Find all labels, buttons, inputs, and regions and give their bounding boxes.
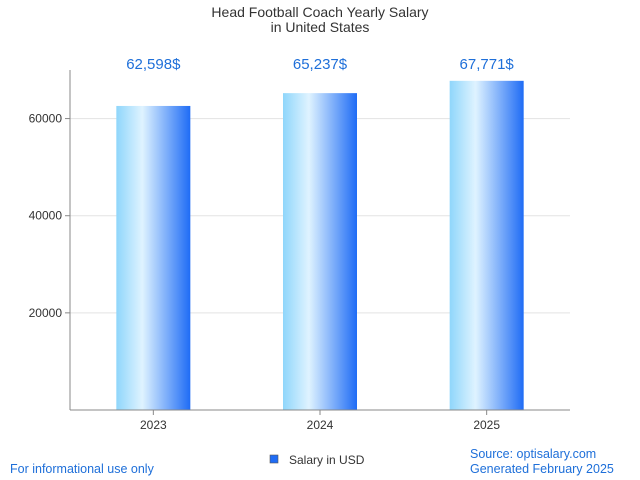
- bar-2024: [283, 93, 357, 410]
- chart-title-line-2: in United States: [271, 19, 370, 35]
- data-label-2024: 65,237$: [293, 56, 348, 73]
- legend: Salary in USD: [269, 453, 365, 467]
- data-label-2023: 62,598$: [126, 56, 181, 73]
- legend-swatch: [269, 454, 279, 464]
- x-tick-label-2025: 2025: [473, 418, 500, 432]
- y-tick-label: 40000: [29, 209, 63, 223]
- x-tick-label-2023: 2023: [140, 418, 167, 432]
- bar-2025: [449, 80, 524, 410]
- axes: 20000 40000 60000 2023 2024 2025: [29, 70, 570, 432]
- data-label-2025: 67,771$: [460, 56, 515, 73]
- y-tick-label: 60000: [29, 112, 63, 126]
- source-note: Source: optisalary.com: [470, 447, 597, 461]
- informational-note: For informational use only: [10, 462, 154, 476]
- bar-2023: [116, 105, 191, 410]
- x-tick-label-2024: 2024: [307, 418, 334, 432]
- legend-label: Salary in USD: [289, 453, 365, 467]
- generated-note: Generated February 2025: [470, 462, 614, 476]
- bars: 62,598$ 65,237$ 67,771$: [116, 56, 524, 410]
- y-tick-label: 20000: [29, 306, 63, 320]
- chart-title-line-1: Head Football Coach Yearly Salary: [211, 4, 428, 20]
